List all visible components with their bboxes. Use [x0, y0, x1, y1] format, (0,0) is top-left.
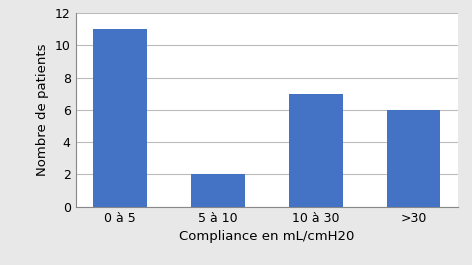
Bar [93, 29, 147, 207]
X-axis label: Compliance en mL/cmH20: Compliance en mL/cmH20 [179, 230, 354, 243]
Bar [289, 94, 343, 207]
Bar [387, 110, 440, 207]
Bar [191, 174, 244, 207]
Y-axis label: Nombre de patients: Nombre de patients [36, 44, 49, 176]
